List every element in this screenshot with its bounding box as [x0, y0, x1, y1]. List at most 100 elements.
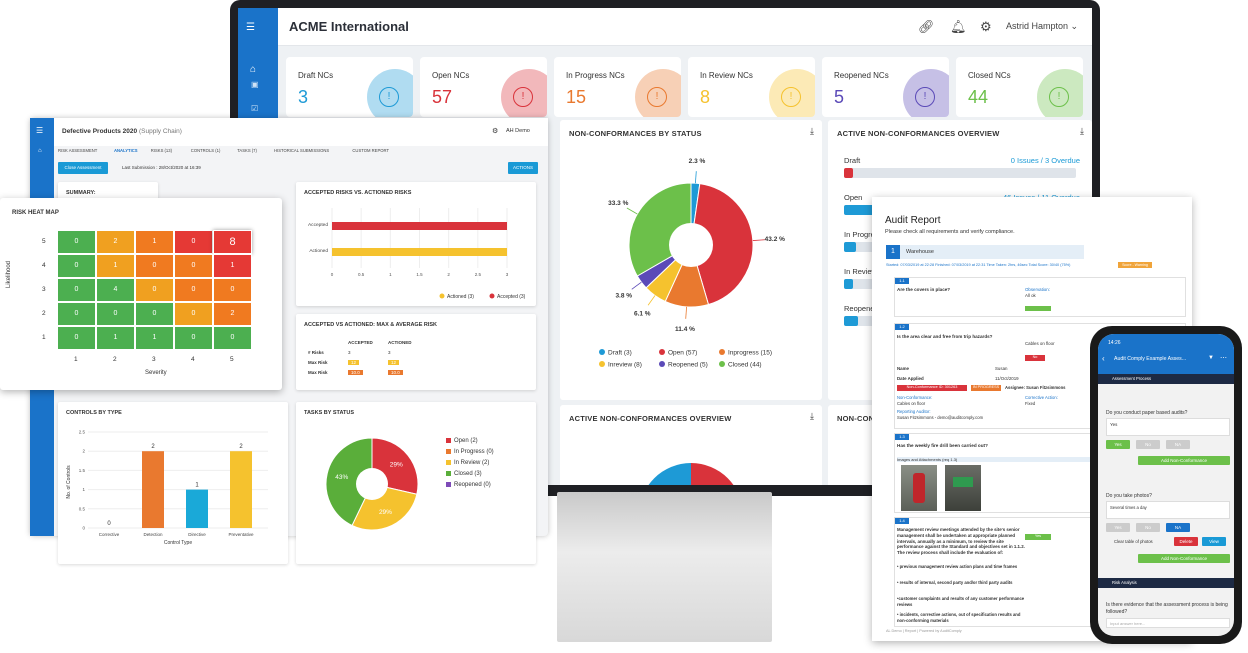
heat-cell[interactable]: 0	[174, 278, 213, 302]
menu-toggle-icon[interactable]: ☰	[246, 22, 255, 33]
bar-directive[interactable]	[186, 489, 208, 528]
heat-cell[interactable]: 0	[57, 278, 96, 302]
home-icon[interactable]: ⌂	[250, 64, 257, 75]
kpi-label: Closed NCs	[968, 71, 1011, 80]
answer-field-1[interactable]: Yes	[1106, 418, 1230, 436]
kpi-card[interactable]: In Review NCs 8!	[688, 57, 815, 117]
gear-icon[interactable]: ⚙	[492, 128, 499, 135]
no-button-2[interactable]: No	[1136, 523, 1160, 532]
close-assessment-button[interactable]: Close Assessment	[58, 162, 108, 174]
heat-cell[interactable]: 0	[135, 302, 174, 326]
heat-cell[interactable]: 2	[96, 230, 135, 254]
heat-cell[interactable]: 0	[135, 254, 174, 278]
home-icon[interactable]: ⌂	[38, 148, 42, 154]
section-bar-2: Risk Analysis	[1098, 578, 1234, 588]
tab-tasks-[interactable]: TASKS (7)	[237, 148, 257, 153]
fire-extinguisher-photo[interactable]	[901, 465, 937, 511]
heat-cell[interactable]: 0	[57, 230, 96, 254]
heat-cell[interactable]: 1	[135, 230, 174, 254]
y-axis-label: No. of Controls	[66, 465, 72, 499]
no-button-1[interactable]: No	[1136, 440, 1160, 449]
back-icon[interactable]: ‹	[1102, 354, 1105, 363]
add-nc-button-2[interactable]: Add Non-Conformance	[1138, 554, 1230, 563]
score-badge: Score - Warning	[1118, 262, 1152, 268]
status-panel: NON-CONFORMANCES BY STATUS ⤓ 2.3 % 43.2 %…	[560, 120, 822, 400]
kpi-value: 44	[968, 87, 989, 107]
assessment-group: (Supply Chain)	[138, 128, 182, 135]
controls-title: CONTROLS BY TYPE	[66, 410, 122, 416]
tab-risk-assessment[interactable]: RISK ASSESSMENT	[58, 148, 98, 153]
kpi-status-icon: !	[1049, 87, 1069, 107]
heat-cell[interactable]: 0	[174, 326, 213, 350]
bullet-4: • incidents, corrective actions, out of …	[897, 612, 1021, 623]
tab-analytics[interactable]: ANALYTICS	[114, 148, 138, 153]
exit-sign-photo[interactable]	[945, 465, 981, 511]
download-icon[interactable]: ⤓	[810, 126, 814, 136]
link-icon[interactable]: 🔗︎	[918, 19, 935, 34]
more-icon[interactable]: ⋯	[1220, 355, 1227, 362]
download-icon[interactable]: ⤓	[810, 411, 814, 421]
kpi-card[interactable]: In Progress NCs 15!	[554, 57, 681, 117]
user-menu[interactable]: AH Demo	[506, 128, 530, 134]
response-no-badge: No	[1025, 355, 1045, 361]
bar-detection[interactable]	[142, 451, 164, 528]
controls-bar-chart: 0 0.5 1 1.5 2 2.5 0 Corrective 2 Detection 1 Direct…	[66, 430, 268, 546]
answer-field-2[interactable]: Several times a day	[1106, 501, 1230, 519]
yes-button-2[interactable]: Yes	[1106, 523, 1130, 532]
heat-cell[interactable]: 1	[135, 326, 174, 350]
tab-custom-report[interactable]: CUSTOM REPORT	[352, 148, 389, 153]
kpi-card[interactable]: Draft NCs 3!	[286, 57, 413, 117]
gear-icon[interactable]: ⚙	[980, 19, 992, 34]
heat-cell[interactable]: 0	[174, 254, 213, 278]
kpi-card[interactable]: Reopened NCs 5!	[822, 57, 949, 117]
tab-historical-submissions[interactable]: HISTORICAL SUBMISSIONS	[274, 148, 330, 153]
heat-cell[interactable]: 8	[213, 230, 252, 254]
kpi-card[interactable]: Closed NCs 44!	[956, 57, 1083, 117]
response-badge	[1025, 306, 1051, 311]
kpi-card[interactable]: Open NCs 57!	[420, 57, 547, 117]
heat-cell[interactable]: 0	[57, 254, 96, 278]
user-menu[interactable]: Astrid Hampton ⌄	[1006, 21, 1078, 32]
heat-cell[interactable]: 0	[213, 278, 252, 302]
overview-pie-partial	[648, 463, 734, 485]
na-button-2[interactable]: NA	[1166, 523, 1190, 532]
heat-cell[interactable]: 2	[213, 302, 252, 326]
heat-cell[interactable]: 0	[174, 302, 213, 326]
heat-cell[interactable]: 4	[96, 278, 135, 302]
download-icon[interactable]: ⤓	[1080, 126, 1084, 136]
mobile-phone: 14:26 ‹ Audit Comply Example Asses... ▼ …	[1090, 326, 1242, 644]
yes-button-1[interactable]: Yes	[1106, 440, 1130, 449]
heat-cell[interactable]: 0	[174, 230, 213, 254]
view-button[interactable]: View	[1202, 537, 1226, 546]
pie-percent-label: 43.2 %	[765, 236, 785, 243]
heat-cell[interactable]: 1	[96, 254, 135, 278]
heat-cell[interactable]: 1	[213, 254, 252, 278]
x-axis-label: Severity	[145, 370, 167, 376]
heat-cell[interactable]: 0	[57, 326, 96, 350]
menu-icon[interactable]: ☰	[36, 126, 44, 135]
heat-cell[interactable]: 0	[135, 278, 174, 302]
bell-icon[interactable]: 🔔︎	[950, 19, 967, 34]
y-tick-label: 3	[42, 286, 46, 293]
kpi-label: Draft NCs	[298, 71, 334, 80]
add-nc-button-1[interactable]: Add Non-Conformance	[1138, 456, 1230, 465]
tab-controls-[interactable]: CONTROLS (1)	[190, 148, 221, 153]
heat-cell[interactable]: 0	[57, 302, 96, 326]
bar-accepted[interactable]	[332, 222, 507, 230]
delete-button[interactable]: Delete	[1174, 537, 1198, 546]
filter-icon[interactable]: ▼	[1208, 355, 1214, 361]
actions-button[interactable]: ACTIONS	[508, 162, 538, 174]
pie-leader-line	[685, 306, 687, 319]
tab-risks-[interactable]: RISKS (13)	[150, 148, 172, 153]
checklist-icon[interactable]: ☑	[251, 104, 259, 113]
na-button-1[interactable]: NA	[1166, 440, 1190, 449]
bar-actioned[interactable]	[332, 248, 507, 256]
answer-field-3[interactable]: Input answer here...	[1106, 618, 1230, 628]
bar-preventative[interactable]	[230, 451, 252, 528]
heat-cell[interactable]: 0	[213, 326, 252, 350]
pie-slice-closed[interactable]	[325, 437, 373, 527]
heat-cell[interactable]: 1	[96, 326, 135, 350]
heat-cell[interactable]: 0	[96, 302, 135, 326]
calendar-icon[interactable]: ▣	[251, 80, 259, 89]
phone-q3: Is there evidence that the assessment pr…	[1106, 602, 1228, 615]
